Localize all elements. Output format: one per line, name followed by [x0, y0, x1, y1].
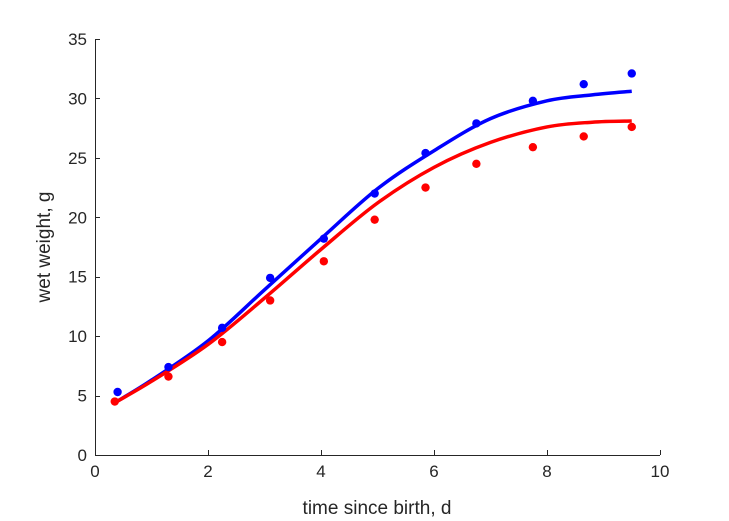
data-point-series-2: [528, 142, 538, 152]
data-points: [110, 69, 636, 406]
y-tick-label: 15: [68, 268, 87, 287]
x-tick-label: 4: [316, 462, 325, 481]
data-point-series-1: [217, 323, 227, 333]
data-point-series-2: [421, 183, 430, 192]
x-tick-label: 2: [203, 462, 212, 481]
data-point-series-1: [370, 189, 379, 198]
data-point-series-2: [579, 132, 588, 141]
x-axis-label: time since birth, d: [303, 498, 452, 519]
data-point-series-2: [370, 215, 379, 224]
x-tick-label: 6: [429, 462, 438, 481]
data-point-series-1: [319, 234, 329, 243]
data-point-series-2: [110, 397, 119, 406]
data-point-series-1: [164, 362, 173, 372]
y-tick-label: 5: [78, 387, 87, 406]
data-point-series-1: [265, 273, 275, 283]
data-point-series-1: [579, 79, 588, 89]
y-tick-label: 0: [78, 446, 87, 465]
data-point-series-1: [113, 387, 122, 397]
y-tick-label: 35: [68, 30, 87, 49]
y-tick-label: 20: [68, 208, 87, 227]
y-tick-label: 10: [68, 327, 87, 346]
data-point-series-2: [319, 257, 329, 266]
tick-group: 0 2 4 6 8 10 0 5 10 15 20 25 30 35: [68, 30, 669, 481]
data-point-series-2: [217, 337, 227, 347]
fit-lines: [113, 89, 632, 405]
y-tick-label: 25: [68, 149, 87, 168]
x-tick-label: 0: [90, 462, 99, 481]
data-point-series-1: [528, 96, 538, 106]
y-axis-label: wet weight, g: [34, 192, 55, 304]
data-point-series-2: [164, 372, 173, 381]
data-point-series-1: [421, 148, 430, 158]
data-point-series-2: [265, 296, 275, 305]
fit-line-series-1: [113, 89, 632, 405]
fit-line-series-2: [113, 119, 632, 405]
x-tick-label: 10: [651, 462, 670, 481]
x-tick-label: 8: [542, 462, 551, 481]
y-tick-label: 30: [68, 89, 87, 108]
data-point-series-1: [627, 69, 636, 78]
axes: [95, 39, 660, 456]
data-point-series-2: [627, 122, 636, 132]
data-point-series-1: [472, 119, 481, 128]
data-point-series-2: [472, 159, 481, 168]
